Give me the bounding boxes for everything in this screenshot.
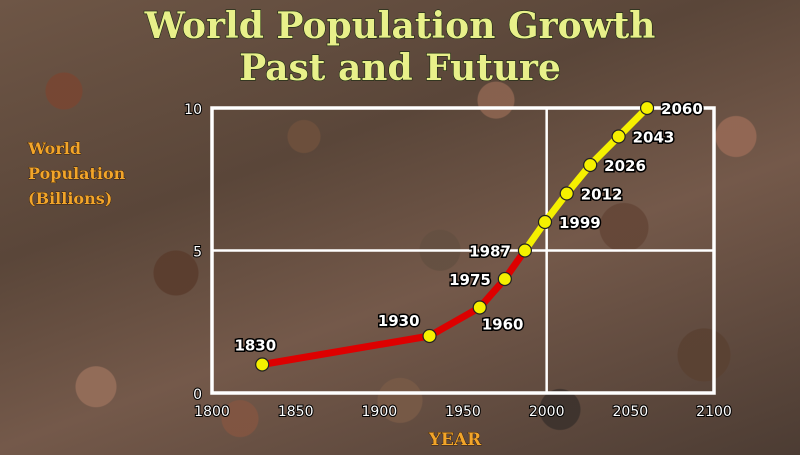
point-label-1987: 1987 bbox=[469, 243, 511, 261]
point-label-2026: 2026 bbox=[604, 157, 646, 175]
point-label-2060: 2060 bbox=[661, 100, 703, 118]
point-label-1930: 1930 bbox=[378, 312, 420, 330]
y-axis-label-line-2: Population bbox=[28, 164, 126, 183]
x-tick-label: 2100 bbox=[696, 404, 732, 420]
point-label-1999: 1999 bbox=[559, 214, 601, 232]
y-tick-label: 10 bbox=[184, 102, 202, 118]
y-axis-label: World Population (Billions) bbox=[27, 139, 126, 209]
x-tick-label: 1800 bbox=[194, 404, 230, 420]
data-point-1830 bbox=[255, 357, 270, 372]
y-tick-label: 5 bbox=[193, 245, 202, 261]
data-point-2012 bbox=[559, 186, 574, 201]
point-label-1830: 1830 bbox=[234, 337, 276, 355]
data-point-1987 bbox=[517, 243, 533, 258]
data-point-2026 bbox=[583, 157, 598, 173]
x-tick-label: 2050 bbox=[613, 404, 649, 420]
plot-area: 1800 1850 1900 1950 2000 2050 2100 0 5 10 1830 1930… bbox=[183, 99, 733, 422]
plot-frame bbox=[210, 106, 716, 395]
x-tick-label: 2000 bbox=[529, 404, 565, 420]
chart-title: World Population Growth bbox=[144, 5, 656, 47]
x-axis-label: YEAR bbox=[428, 430, 482, 450]
point-label-1975: 1975 bbox=[449, 271, 491, 289]
chart-subtitle: Past and Future bbox=[239, 47, 561, 89]
point-label-2043: 2043 bbox=[633, 129, 675, 147]
data-point-2060 bbox=[639, 100, 655, 116]
y-tick-label: 0 bbox=[193, 387, 202, 403]
x-tick-label: 1950 bbox=[445, 404, 481, 420]
y-axis-label-line-3: (Billions) bbox=[28, 189, 112, 208]
point-label-2012: 2012 bbox=[581, 186, 623, 204]
x-tick-label: 1900 bbox=[362, 404, 398, 420]
data-point-2043 bbox=[611, 129, 626, 144]
x-tick-label: 1850 bbox=[278, 404, 314, 420]
data-point-1975 bbox=[497, 271, 512, 287]
point-label-1960: 1960 bbox=[482, 316, 524, 334]
y-axis-label-line-1: World bbox=[27, 139, 81, 158]
data-point-1999 bbox=[537, 214, 553, 230]
data-point-1960 bbox=[472, 300, 487, 315]
data-point-1930 bbox=[422, 328, 437, 344]
